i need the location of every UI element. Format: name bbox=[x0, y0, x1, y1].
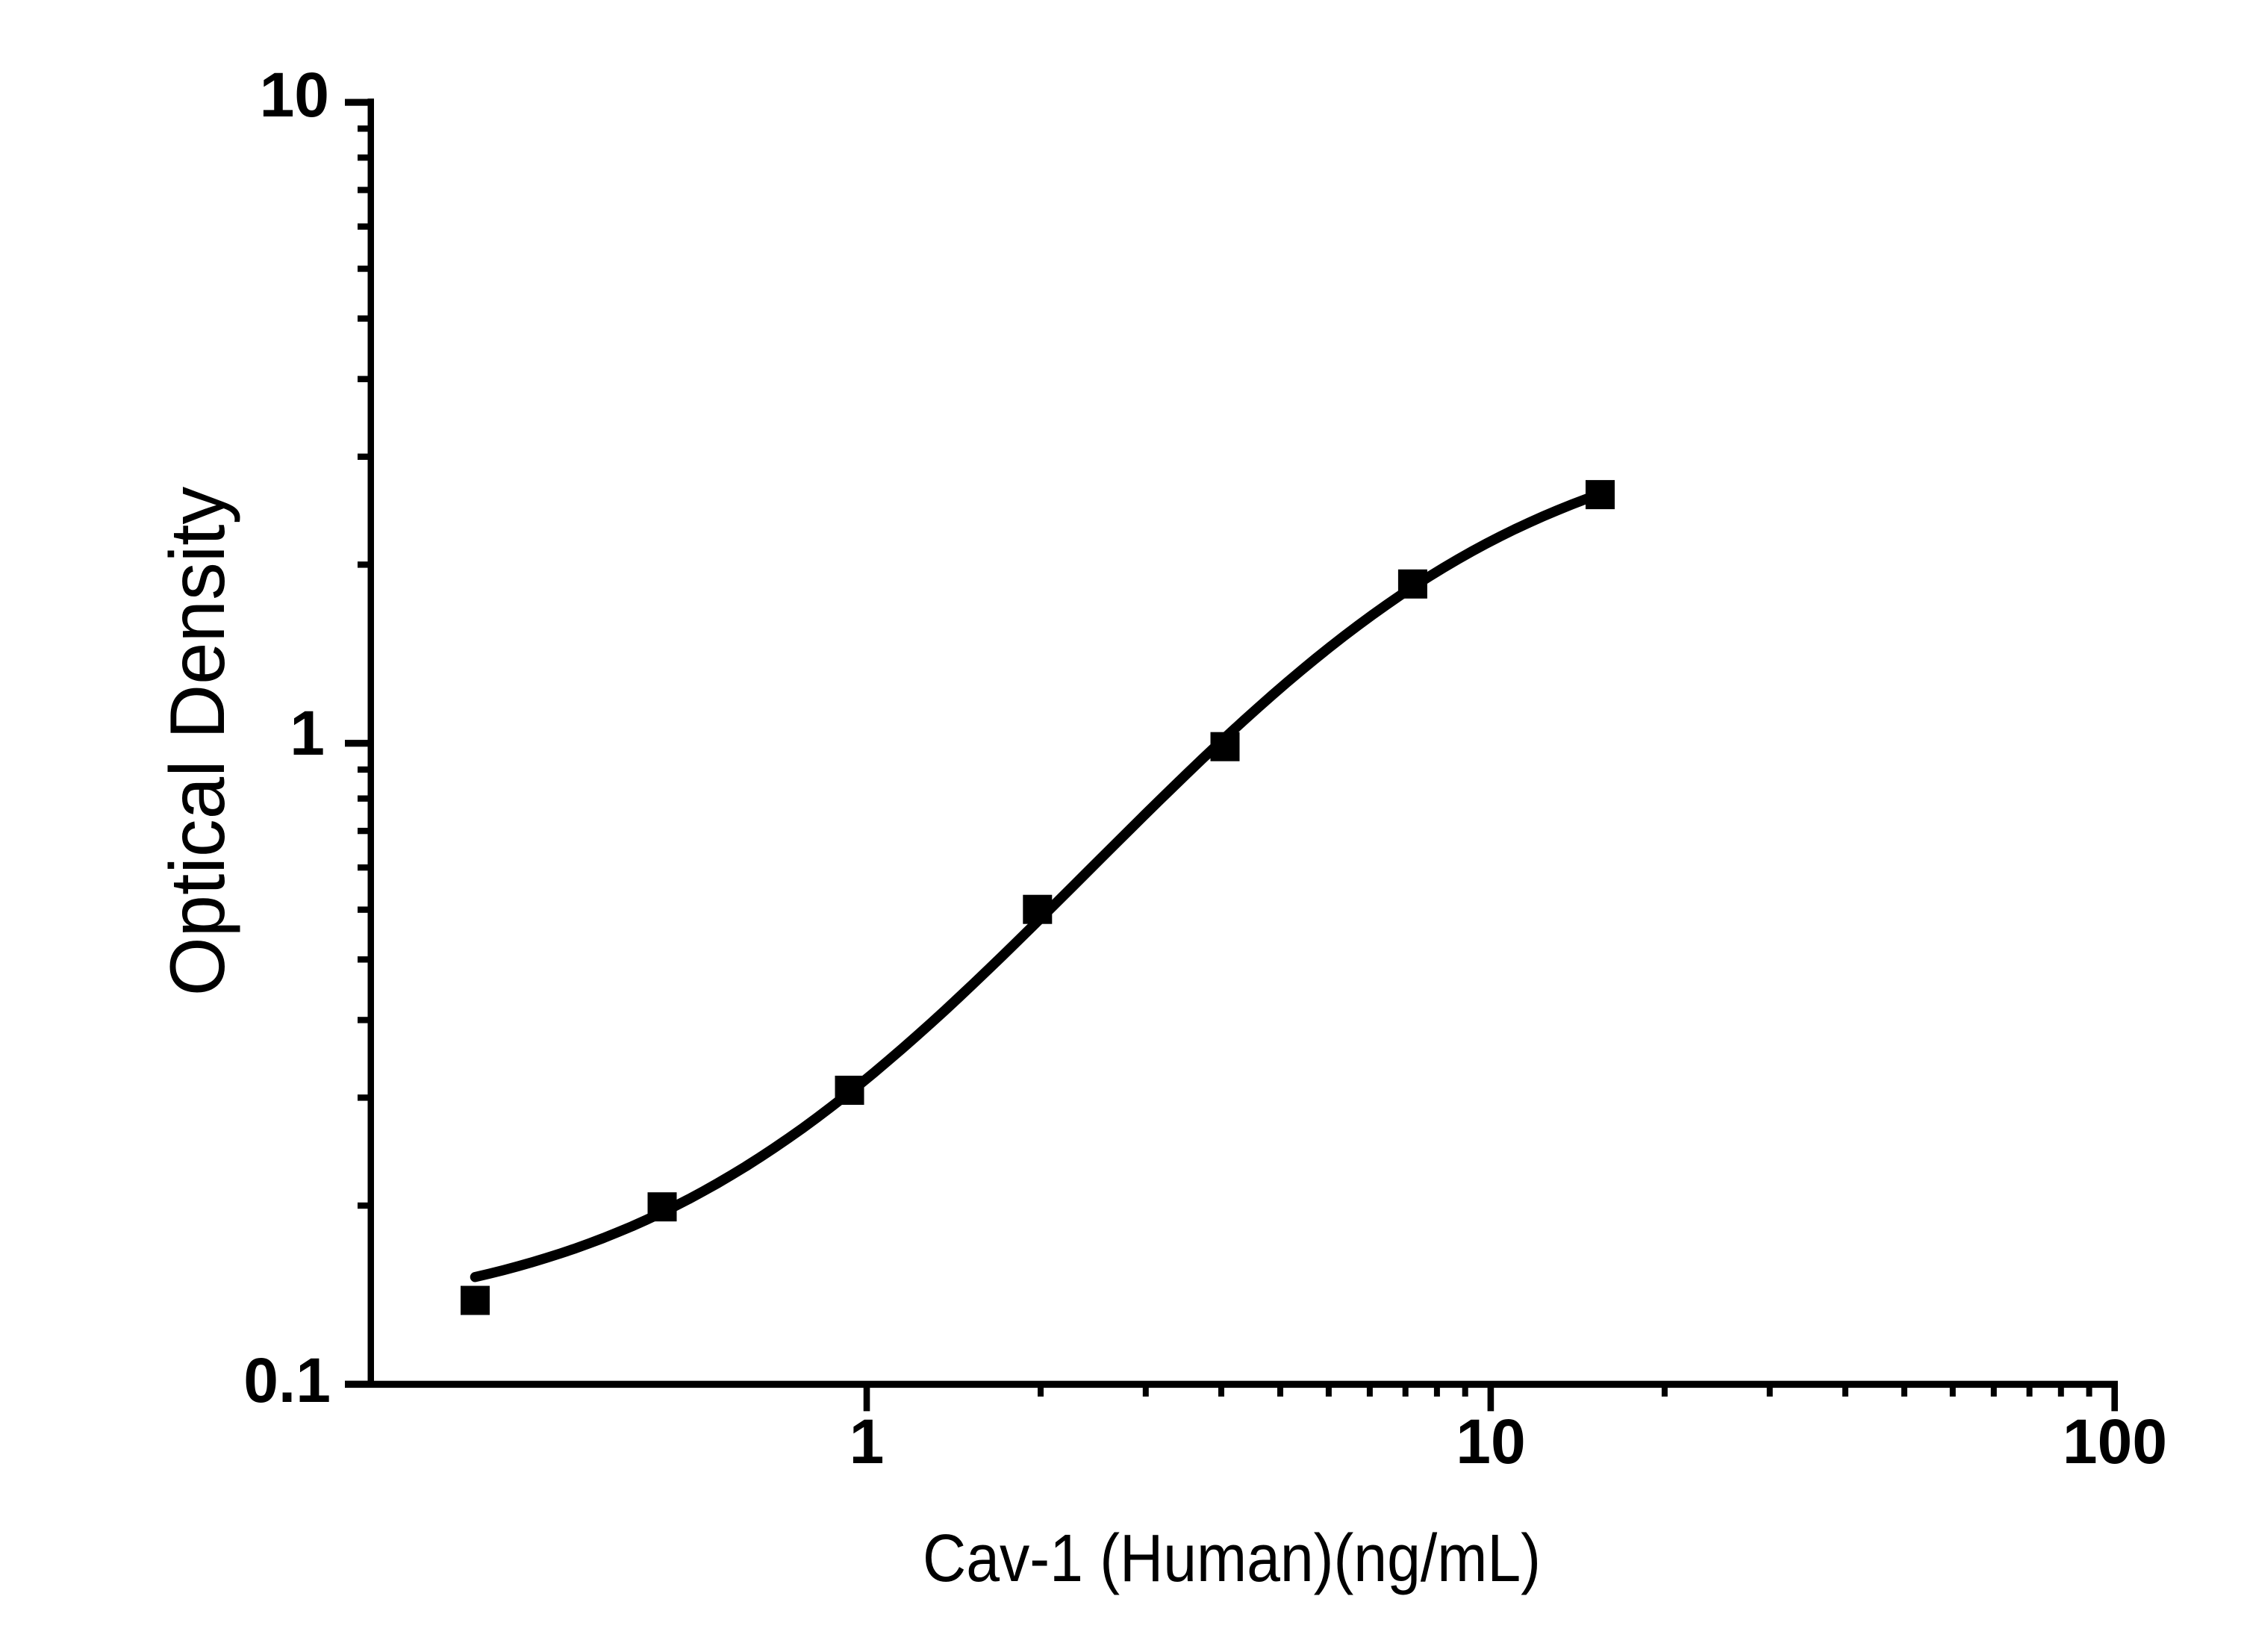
svg-text:10: 10 bbox=[1456, 1406, 1525, 1477]
svg-text:0.1: 0.1 bbox=[243, 1345, 331, 1415]
svg-text:Cav-1 (Human)(ng/mL): Cav-1 (Human)(ng/mL) bbox=[923, 1521, 1541, 1596]
svg-text:10: 10 bbox=[260, 60, 329, 130]
svg-text:1: 1 bbox=[290, 698, 325, 768]
svg-text:Optical Density: Optical Density bbox=[154, 486, 240, 996]
svg-text:100: 100 bbox=[2063, 1406, 2167, 1477]
svg-text:1: 1 bbox=[850, 1406, 885, 1477]
